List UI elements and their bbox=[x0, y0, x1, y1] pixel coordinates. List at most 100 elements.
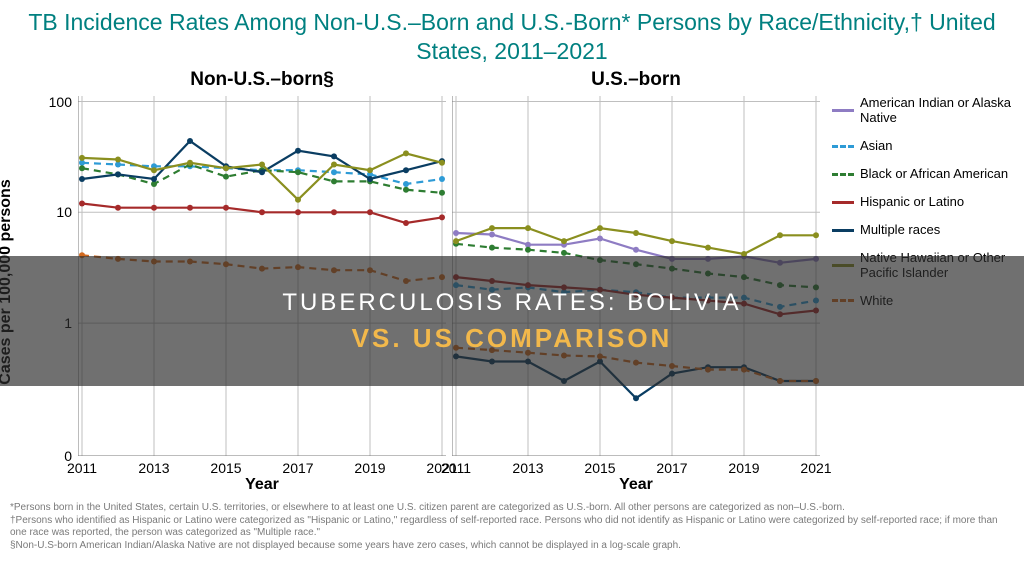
series-marker bbox=[489, 232, 495, 238]
series-marker bbox=[259, 209, 265, 215]
series-marker bbox=[453, 238, 459, 244]
series-marker bbox=[403, 150, 409, 156]
legend-label: Black or African American bbox=[860, 167, 1008, 182]
x-tick-label: 2013 bbox=[138, 460, 169, 476]
series-marker bbox=[633, 247, 639, 253]
series-marker bbox=[187, 160, 193, 166]
series-marker bbox=[525, 225, 531, 231]
series-marker bbox=[561, 250, 567, 256]
series-marker bbox=[115, 157, 121, 163]
y-tick-label: 10 bbox=[56, 204, 72, 220]
legend-label: Multiple races bbox=[860, 223, 940, 238]
legend-swatch bbox=[832, 201, 854, 204]
series-marker bbox=[115, 205, 121, 211]
series-marker bbox=[597, 236, 603, 242]
series-marker bbox=[331, 162, 337, 168]
x-tick-label: 2017 bbox=[282, 460, 313, 476]
series-marker bbox=[525, 247, 531, 253]
x-tick-label: 2013 bbox=[512, 460, 543, 476]
series-marker bbox=[367, 176, 373, 182]
series-marker bbox=[453, 230, 459, 236]
legend-label: Asian bbox=[860, 139, 893, 154]
series-marker bbox=[223, 174, 229, 180]
series-marker bbox=[223, 205, 229, 211]
x-axis-label-nonus: Year bbox=[245, 476, 279, 494]
series-marker bbox=[79, 176, 85, 182]
series-marker bbox=[403, 187, 409, 193]
series-marker bbox=[259, 169, 265, 175]
series-marker bbox=[187, 205, 193, 211]
x-tick-label: 2015 bbox=[210, 460, 241, 476]
legend-swatch bbox=[832, 109, 854, 112]
chart-title-bar: TB Incidence Rates Among Non-U.S.–Born a… bbox=[0, 0, 1024, 70]
series-marker bbox=[115, 171, 121, 177]
series-marker bbox=[367, 209, 373, 215]
y-tick-label: 100 bbox=[49, 94, 72, 110]
x-tick-label: 2011 bbox=[441, 460, 471, 476]
series-marker bbox=[151, 205, 157, 211]
legend-item-hisp: Hispanic or Latino bbox=[832, 195, 1024, 210]
x-tick-label: 2015 bbox=[584, 460, 615, 476]
series-marker bbox=[331, 178, 337, 184]
series-marker bbox=[705, 245, 711, 251]
series-marker bbox=[79, 155, 85, 161]
chart-title: TB Incidence Rates Among Non-U.S.–Born a… bbox=[10, 8, 1014, 66]
footnote-line: §Non-U.S-born American Indian/Alaska Nat… bbox=[10, 540, 1014, 553]
series-marker bbox=[439, 214, 445, 220]
series-marker bbox=[331, 153, 337, 159]
legend-swatch bbox=[832, 173, 854, 176]
x-ticks-us: Year 201120132015201720192021 bbox=[452, 456, 820, 494]
series-marker bbox=[633, 230, 639, 236]
series-marker bbox=[777, 232, 783, 238]
footnote-line: †Persons who identified as Hispanic or L… bbox=[10, 515, 1014, 540]
overlay-line1: TUBERCULOSIS RATES: BOLIVIA bbox=[282, 289, 741, 317]
series-marker bbox=[439, 176, 445, 182]
series-marker bbox=[813, 232, 819, 238]
series-marker bbox=[669, 238, 675, 244]
legend-item-multi: Multiple races bbox=[832, 223, 1024, 238]
panel-title-nonus: Non-U.S.–born§ bbox=[78, 70, 446, 96]
x-tick-label: 2019 bbox=[728, 460, 759, 476]
series-marker bbox=[367, 167, 373, 173]
series-marker bbox=[295, 209, 301, 215]
series-marker bbox=[489, 225, 495, 231]
x-tick-label: 2021 bbox=[800, 460, 831, 476]
panel-title-us: U.S.–born bbox=[452, 70, 820, 96]
x-tick-label: 2017 bbox=[656, 460, 687, 476]
series-marker bbox=[331, 209, 337, 215]
series-marker bbox=[597, 225, 603, 231]
legend-label: Hispanic or Latino bbox=[860, 195, 964, 210]
series-marker bbox=[151, 176, 157, 182]
series-marker bbox=[295, 197, 301, 203]
series-marker bbox=[403, 181, 409, 187]
legend-item-asian: Asian bbox=[832, 139, 1024, 154]
series-marker bbox=[403, 220, 409, 226]
footnote-line: *Persons born in the United States, cert… bbox=[10, 502, 1014, 515]
legend-swatch bbox=[832, 229, 854, 232]
series-marker bbox=[187, 138, 193, 144]
legend-swatch bbox=[832, 145, 854, 148]
x-axis-label-us: Year bbox=[619, 476, 653, 494]
x-tick-label: 2011 bbox=[67, 460, 97, 476]
series-marker bbox=[79, 165, 85, 171]
legend-label: American Indian or Alaska Native bbox=[860, 96, 1024, 126]
series-marker bbox=[403, 167, 409, 173]
series-marker bbox=[259, 162, 265, 168]
series-marker bbox=[439, 160, 445, 166]
x-tick-label: 2019 bbox=[354, 460, 385, 476]
series-marker bbox=[151, 167, 157, 173]
series-marker bbox=[223, 165, 229, 171]
legend-item-aian: American Indian or Alaska Native bbox=[832, 96, 1024, 126]
series-marker bbox=[561, 238, 567, 244]
series-marker bbox=[295, 169, 301, 175]
series-marker bbox=[633, 395, 639, 401]
overlay-band: TUBERCULOSIS RATES: BOLIVIA VS. US COMPA… bbox=[0, 256, 1024, 386]
series-marker bbox=[295, 148, 301, 154]
footnotes: *Persons born in the United States, cert… bbox=[0, 496, 1024, 576]
overlay-line2: VS. US COMPARISON bbox=[352, 323, 673, 354]
legend-item-black: Black or African American bbox=[832, 167, 1024, 182]
x-ticks-nonus: Year 201120132015201720192021 bbox=[78, 456, 446, 494]
series-marker bbox=[79, 201, 85, 207]
series-marker bbox=[439, 190, 445, 196]
series-marker bbox=[331, 169, 337, 175]
